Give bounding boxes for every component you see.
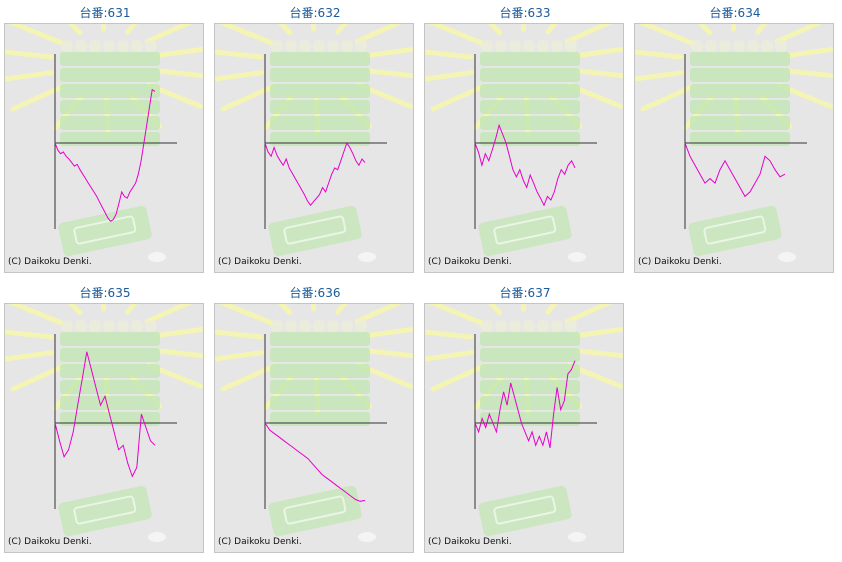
data-series-line — [264, 141, 366, 207]
chart-panel: (C) Daikoku Denki. — [634, 23, 834, 273]
chart-panel: (C) Daikoku Denki. — [424, 23, 624, 273]
machine-number-title[interactable]: 台番:636 — [289, 286, 341, 300]
data-series-line — [54, 351, 156, 478]
slump-graph — [425, 24, 623, 262]
chart-panel: (C) Daikoku Denki. — [214, 303, 414, 553]
background-illustration — [215, 24, 413, 262]
chart-panel: (C) Daikoku Denki. — [4, 303, 204, 553]
slump-graph — [215, 24, 413, 262]
background-illustration — [635, 24, 833, 262]
chart-panel: (C) Daikoku Denki. — [4, 23, 204, 273]
copyright-text: (C) Daikoku Denki. — [8, 537, 92, 547]
data-series-line — [474, 360, 576, 449]
machine-chart-card: 台番:636 (C) Daikoku Denki. — [210, 280, 420, 560]
background-illustration — [425, 24, 623, 262]
chart-panel: (C) Daikoku Denki. — [424, 303, 624, 553]
machine-number-title[interactable]: 台番:637 — [499, 286, 551, 300]
data-series-line — [264, 422, 366, 502]
machine-number-title[interactable]: 台番:631 — [79, 6, 131, 20]
machine-number-title[interactable]: 台番:635 — [79, 286, 131, 300]
slump-graph — [425, 304, 623, 542]
machine-number-title[interactable]: 台番:634 — [709, 6, 761, 20]
copyright-text: (C) Daikoku Denki. — [428, 257, 512, 267]
slump-graph — [635, 24, 833, 262]
data-series-line — [54, 88, 156, 222]
machine-chart-card: 台番:631 (C) Daikoku Denki. — [0, 0, 210, 280]
machine-number-title[interactable]: 台番:633 — [499, 6, 551, 20]
slump-graph — [5, 24, 203, 262]
machine-number-title[interactable]: 台番:632 — [289, 6, 341, 20]
background-illustration — [5, 304, 203, 542]
copyright-text: (C) Daikoku Denki. — [218, 257, 302, 267]
data-series-line — [474, 123, 576, 207]
copyright-text: (C) Daikoku Denki. — [428, 537, 512, 547]
chart-panel: (C) Daikoku Denki. — [214, 23, 414, 273]
machine-chart-card: 台番:635 (C) Daikoku Denki. — [0, 280, 210, 560]
machine-chart-card: 台番:632 (C) Daikoku Denki. — [210, 0, 420, 280]
copyright-text: (C) Daikoku Denki. — [8, 257, 92, 267]
slump-graph — [5, 304, 203, 542]
copyright-text: (C) Daikoku Denki. — [218, 537, 302, 547]
slump-graph — [215, 304, 413, 542]
machine-chart-card: 台番:637 (C) Daikoku Denki. — [420, 280, 630, 560]
copyright-text: (C) Daikoku Denki. — [638, 257, 722, 267]
data-series-line — [684, 142, 786, 198]
machine-chart-card: 台番:634 (C) Daikoku Denki. — [630, 0, 840, 280]
machine-chart-card: 台番:633 (C) Daikoku Denki. — [420, 0, 630, 280]
background-illustration — [5, 24, 203, 262]
